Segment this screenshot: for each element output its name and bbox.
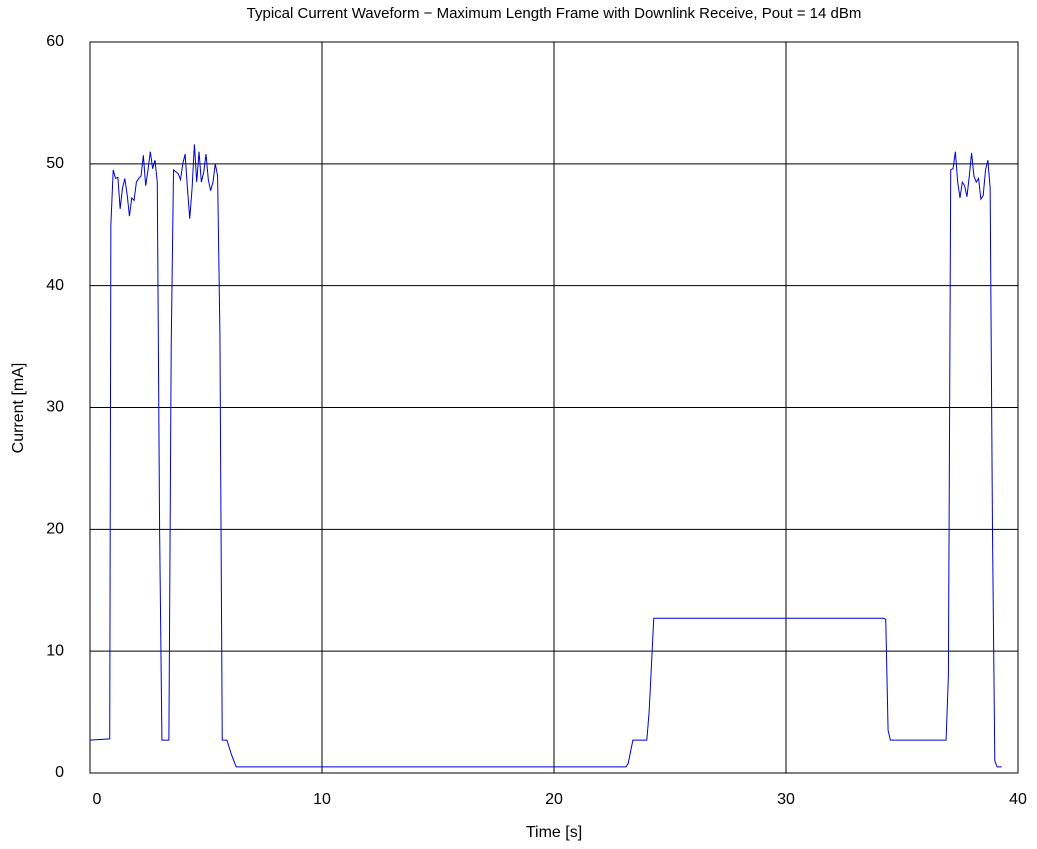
y-axis-label: Current [mA] [10,363,27,454]
y-tick-label: 50 [46,155,64,172]
chart-title: Typical Current Waveform − Maximum Lengt… [247,5,862,22]
y-tick-label: 40 [46,277,64,294]
y-tick-label: 0 [55,764,64,781]
x-tick-label: 30 [777,791,795,808]
x-tick-label: 10 [313,791,331,808]
plot-frame [89,41,1019,774]
data-line [89,144,1002,768]
x-tick-label: 20 [545,791,563,808]
x-tick-label: 0 [93,791,102,808]
y-tick-label: 10 [46,642,64,659]
y-tick-label: 60 [46,33,64,50]
y-tick-label: 30 [46,399,64,416]
y-tick-label: 20 [46,521,64,538]
x-axis-label: Time [s] [526,824,582,841]
x-tick-label: 40 [1009,791,1027,808]
